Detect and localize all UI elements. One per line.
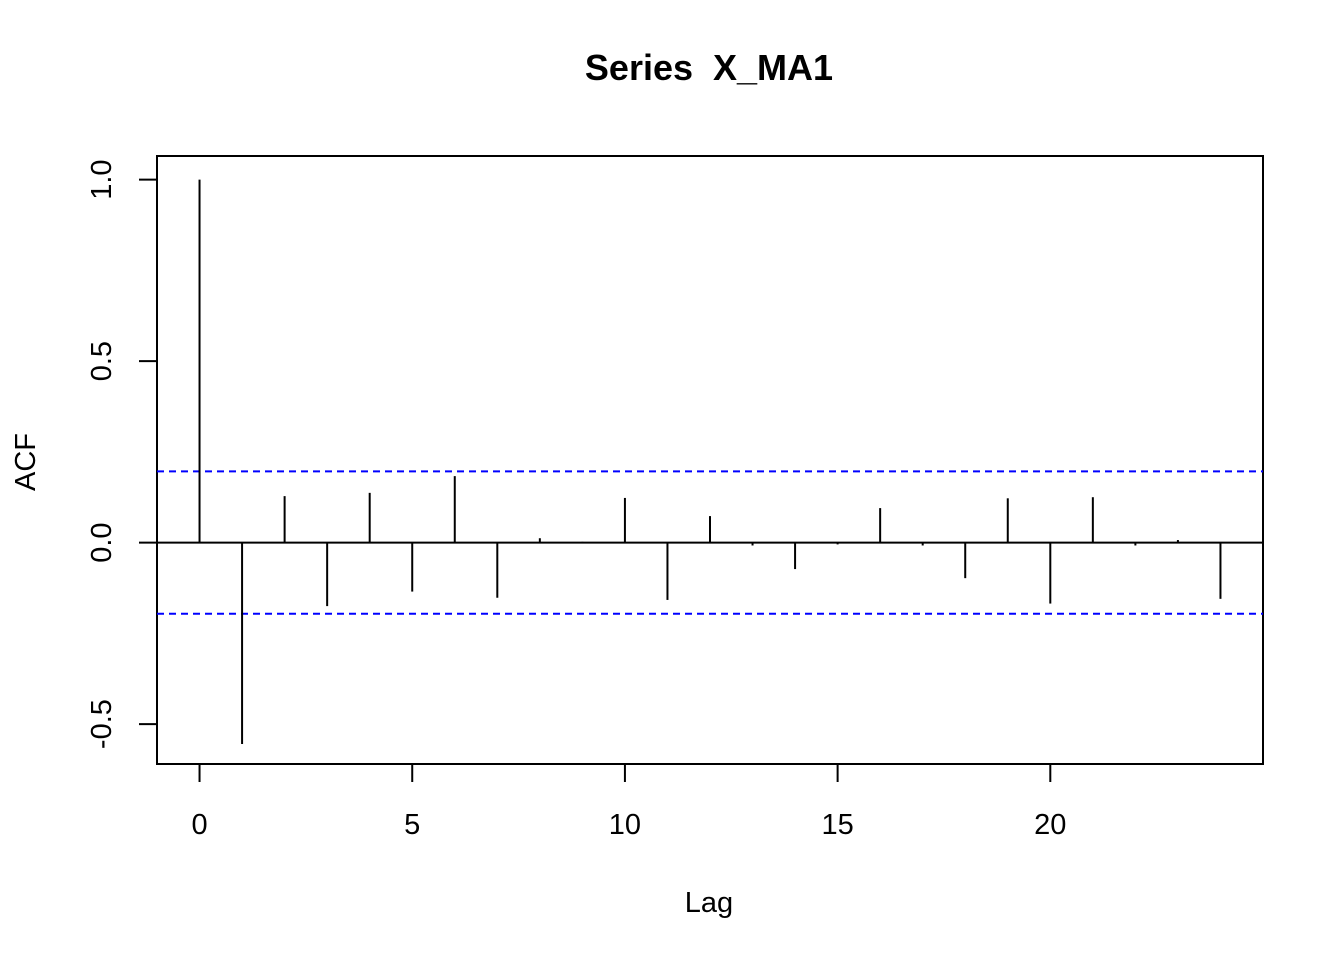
y-axis: -0.5 0.0 0.5 1.0 — [86, 159, 158, 749]
x-tick-label: 5 — [404, 809, 420, 841]
x-tick-label: 15 — [821, 809, 853, 841]
y-axis-label: ACF — [10, 433, 42, 491]
x-tick-label: 20 — [1034, 809, 1066, 841]
chart-title: Series X_MA1 — [585, 47, 833, 88]
acf-bars — [198, 179, 1222, 745]
x-axis-label: Lag — [685, 887, 733, 919]
y-tick-label: -0.5 — [86, 699, 118, 749]
y-tick-label: 1.0 — [86, 159, 118, 199]
y-tick-label: 0.0 — [86, 522, 118, 562]
y-tick-label: 0.5 — [86, 341, 118, 381]
confidence-bands — [157, 470, 1263, 615]
plot-frame — [156, 155, 1264, 765]
x-axis: 0 5 10 15 20 — [191, 763, 1066, 841]
x-tick-label: 0 — [191, 809, 207, 841]
x-tick-label: 10 — [609, 809, 641, 841]
